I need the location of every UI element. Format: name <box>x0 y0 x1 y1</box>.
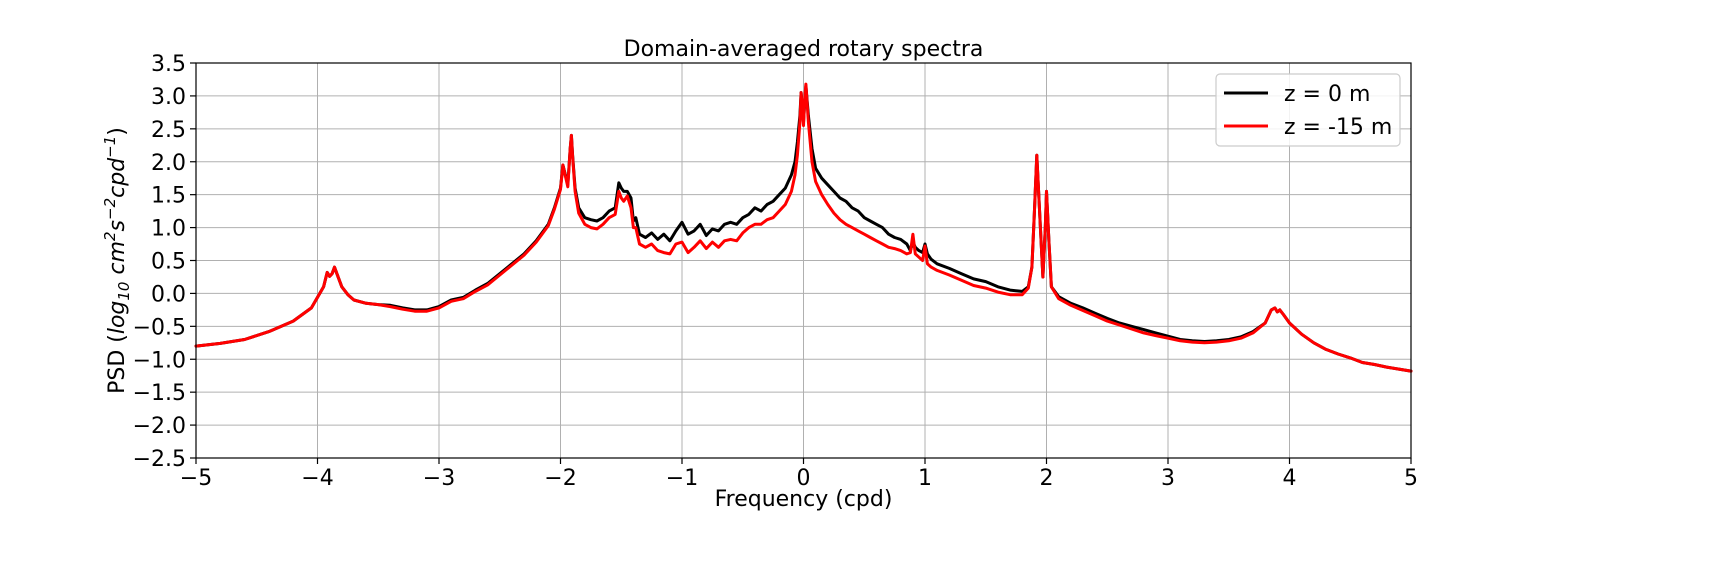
y-label-prefix: PSD ( <box>105 334 130 394</box>
y-tick-label: −2.0 <box>133 414 186 439</box>
y-label-s: s <box>105 220 130 231</box>
y-axis-label: PSD (log10 cm2s−2cpd−1) <box>101 127 133 394</box>
x-tick-label: −3 <box>423 466 455 491</box>
y-tick-label: 3.5 <box>151 52 186 77</box>
y-label-s-exponent: −2 <box>101 198 119 220</box>
y-tick-label: 0.0 <box>151 282 186 307</box>
y-label-cm-exponent: 2 <box>101 231 119 241</box>
chart-title: Domain-averaged rotary spectra <box>624 37 984 62</box>
y-tick-label: −1.0 <box>133 348 186 373</box>
legend-label-z-minus-15m: z = -15 m <box>1284 115 1392 140</box>
x-tick-label: −4 <box>301 466 333 491</box>
series-lines <box>194 82 1413 373</box>
y-tick-label: 3.0 <box>151 85 186 110</box>
y-tick-label: −0.5 <box>133 315 186 340</box>
x-tick-label: 1 <box>918 466 932 491</box>
y-tick-label: 1.5 <box>151 184 186 209</box>
y-label-cpd-exponent: −1 <box>101 136 119 158</box>
y-tick-label: 1.0 <box>151 217 186 242</box>
y-label-log-subscript: 10 <box>115 282 133 301</box>
x-tick-label: −2 <box>544 466 576 491</box>
legend: z = 0 m z = -15 m <box>1215 73 1401 147</box>
y-label-cm: cm <box>105 241 130 282</box>
y-label-suffix: ) <box>105 127 130 136</box>
x-tick-label: 3 <box>1161 466 1175 491</box>
x-tick-label: −1 <box>666 466 698 491</box>
x-axis-label: Frequency (cpd) <box>715 487 893 512</box>
x-tick-label: 0 <box>797 466 811 491</box>
axis-ticks: −5 −4 −3 −2 −1 0 1 2 3 4 5 −2.5 −2.0 −1.5 −1.0 −0.5 0.0 0… <box>133 52 1418 491</box>
legend-label-z-0m: z = 0 m <box>1284 82 1370 107</box>
x-tick-label: 4 <box>1283 466 1297 491</box>
x-tick-label: −5 <box>180 466 212 491</box>
y-label-cpd: cpd <box>105 157 130 198</box>
y-tick-label: −2.5 <box>133 447 186 472</box>
y-tick-label: 2.0 <box>151 151 186 176</box>
series-line-z-minus-15m <box>194 82 1413 373</box>
x-tick-label: 2 <box>1040 466 1054 491</box>
y-label-log: log <box>105 301 130 335</box>
y-tick-label: 0.5 <box>151 250 186 275</box>
y-tick-label: −1.5 <box>133 381 186 406</box>
y-tick-label: 2.5 <box>151 118 186 143</box>
x-tick-label: 5 <box>1404 466 1418 491</box>
